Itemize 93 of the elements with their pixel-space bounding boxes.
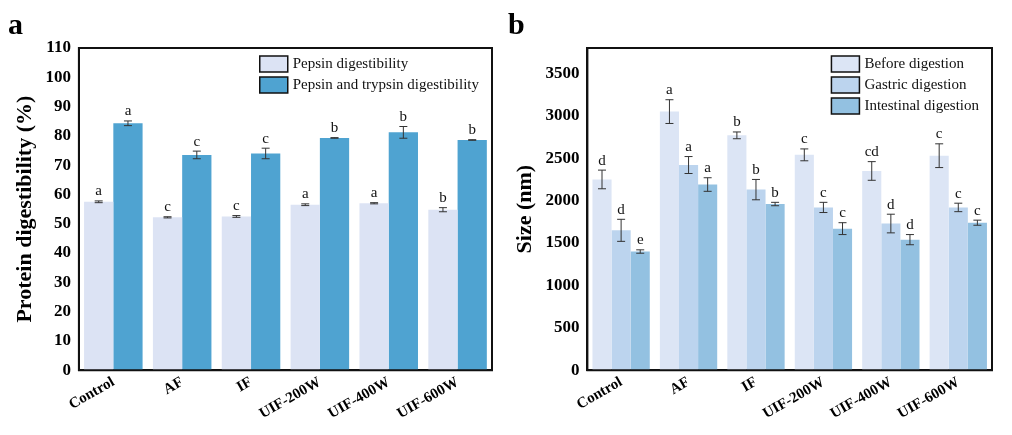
y-tick-label: 80 <box>53 125 71 145</box>
bar <box>388 132 418 371</box>
bar <box>813 207 833 371</box>
legend-label: Intestinal digestion <box>864 96 980 113</box>
y-tick-label: 60 <box>53 183 71 203</box>
bar <box>319 137 350 371</box>
bar <box>221 216 252 371</box>
y-tick-label: 3000 <box>545 105 580 125</box>
data-label: c <box>820 183 828 200</box>
chart-title: b <box>508 6 525 40</box>
bar <box>290 204 320 371</box>
data-label: d <box>598 151 607 168</box>
bar <box>592 179 612 371</box>
y-tick-label: 10 <box>53 330 71 350</box>
y-tick-label: 3500 <box>545 62 580 82</box>
data-label: c <box>800 130 808 147</box>
data-label: a <box>666 81 674 98</box>
y-tick-label: 1500 <box>545 232 580 252</box>
bar <box>929 155 949 371</box>
data-label: b <box>733 113 741 130</box>
y-tick-label: 50 <box>53 213 71 233</box>
bar <box>698 184 718 371</box>
y-tick-label: 2500 <box>545 147 580 167</box>
bar <box>659 111 679 371</box>
x-tick-label: AF <box>666 373 692 397</box>
y-tick-label: 500 <box>553 317 580 337</box>
bar <box>113 123 143 371</box>
data-label: c <box>233 197 241 214</box>
bar <box>182 154 212 371</box>
bar <box>428 209 458 371</box>
x-tick-label: AF <box>160 373 186 397</box>
x-tick-label: IF <box>738 373 760 395</box>
bar <box>948 207 968 371</box>
data-label: c <box>839 204 847 221</box>
data-label: d <box>906 216 915 232</box>
chart-title: a <box>8 6 23 40</box>
bar <box>84 201 114 371</box>
bar <box>967 222 987 371</box>
data-label: a <box>301 185 309 202</box>
bar <box>832 228 853 371</box>
bar <box>794 154 814 371</box>
y-axis-title: Size (nm) <box>510 164 536 254</box>
y-tick-label: 2000 <box>545 190 580 210</box>
bar <box>630 251 650 371</box>
data-label: b <box>771 183 779 200</box>
y-tick-label: 90 <box>53 95 71 115</box>
y-tick-label: 40 <box>53 242 71 262</box>
data-label: c <box>954 184 962 201</box>
y-tick-label: 110 <box>46 37 71 57</box>
data-label: c <box>164 198 172 215</box>
bar <box>881 223 901 371</box>
bar <box>611 230 631 371</box>
data-label: d <box>617 200 626 217</box>
data-label: c <box>193 132 201 149</box>
y-tick-label: 70 <box>53 154 71 174</box>
bar <box>765 204 785 371</box>
data-label: c <box>974 201 982 218</box>
data-label: b <box>752 160 760 177</box>
y-tick-label: 0 <box>62 359 71 379</box>
bar <box>746 189 766 371</box>
bar <box>152 217 183 371</box>
data-label: a <box>704 159 712 176</box>
data-label: a <box>124 102 132 119</box>
y-tick-label: 20 <box>53 301 71 321</box>
data-label: e <box>636 231 644 248</box>
y-tick-label: 30 <box>53 271 71 291</box>
data-label: a <box>370 184 378 201</box>
y-tick-label: 100 <box>45 66 71 86</box>
data-label: b <box>439 189 447 206</box>
data-label: a <box>95 182 103 199</box>
bar <box>359 203 389 371</box>
data-label: b <box>468 121 476 138</box>
legend-label: Before digestion <box>864 54 965 71</box>
bar <box>457 139 487 371</box>
bar <box>251 153 281 371</box>
data-label: c <box>935 125 943 142</box>
y-axis-title: Protein digestibility (%) <box>10 95 36 323</box>
y-tick-label: 1000 <box>545 274 580 294</box>
data-label: a <box>685 137 693 154</box>
bar <box>679 165 699 371</box>
data-label: d <box>887 195 896 212</box>
data-label: b <box>330 119 339 136</box>
legend-label: Pepsin and trypsin digestibility <box>292 75 480 92</box>
bar <box>900 239 920 371</box>
bar <box>862 170 882 371</box>
data-label: c <box>262 129 270 146</box>
data-label: b <box>399 107 408 124</box>
y-tick-label: 0 <box>570 359 580 379</box>
bar <box>727 135 747 371</box>
data-label: cd <box>864 143 880 160</box>
legend-label: Pepsin digestibility <box>292 54 409 71</box>
x-tick-label: IF <box>233 373 255 395</box>
legend-label: Gastric digestion <box>864 75 967 92</box>
